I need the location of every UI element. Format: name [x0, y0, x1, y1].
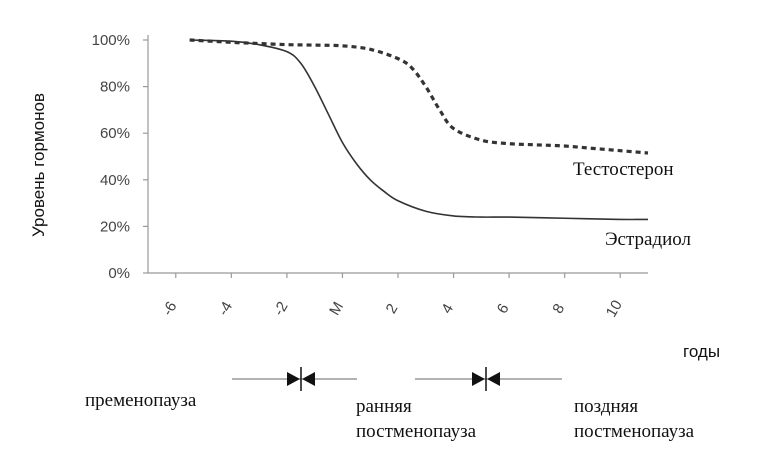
- y-tick-group: 0% 20% 40% 60% 80% 100%: [92, 32, 148, 282]
- phase-arrow-left-icon: [487, 372, 500, 386]
- phase-arrow-right-icon: [287, 372, 300, 386]
- series-label-group: Тестостерон Эстрадиол: [573, 159, 692, 250]
- x-tick-label: 10: [603, 297, 626, 320]
- phase-label-line: постменопауза: [356, 421, 477, 442]
- estradiol-series-line: [189, 39, 649, 221]
- phase-arrow-left-icon: [302, 372, 315, 386]
- phase-label-line: поздняя: [574, 396, 638, 417]
- x-tick-label: -2: [270, 299, 291, 319]
- x-tick-label: -4: [215, 299, 236, 319]
- x-tick-label: -6: [159, 299, 180, 319]
- phase-label-line: пременопауза: [85, 390, 197, 411]
- phase-label-premenopause: пременопауза: [85, 390, 197, 411]
- testosterone-series-label: Тестостерон: [573, 159, 674, 180]
- phase-label-line: ранняя: [356, 396, 412, 417]
- x-tick-label: 2: [383, 301, 402, 317]
- phase-label-early-postmenopause: ранняя постменопауза: [356, 396, 477, 442]
- estradiol-series-label: Эстрадиол: [605, 229, 692, 250]
- y-tick-label: 40%: [100, 172, 130, 189]
- x-tick-label: 4: [438, 301, 457, 317]
- x-tick-label: 8: [549, 301, 568, 317]
- phase-marker-group: [232, 367, 562, 391]
- phase-label-late-postmenopause: поздняя постменопауза: [574, 396, 695, 442]
- y-tick-label: 60%: [100, 125, 130, 142]
- y-tick-label: 0%: [108, 265, 130, 282]
- testosterone-series-line: [189, 38, 649, 155]
- x-tick-group: -6 -4 -2 M 2 4 6 8 10: [159, 273, 626, 320]
- y-axis-label: Уровень гормонов: [29, 93, 48, 237]
- x-tick-label: M: [326, 299, 347, 318]
- y-tick-label: 80%: [100, 79, 130, 96]
- phase-arrow-right-icon: [472, 372, 485, 386]
- y-tick-label: 20%: [100, 218, 130, 235]
- y-tick-label: 100%: [92, 32, 130, 49]
- series-group: [189, 38, 649, 221]
- phase-label-line: постменопауза: [574, 421, 695, 442]
- x-unit-label: годы: [683, 342, 720, 361]
- x-tick-label: 6: [494, 301, 513, 317]
